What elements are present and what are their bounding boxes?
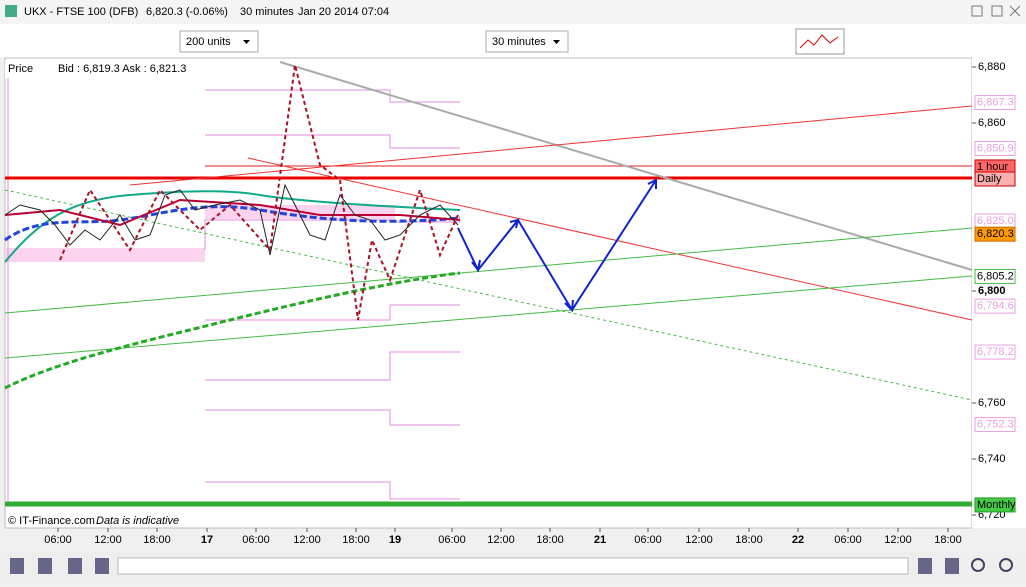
time-tick-label: 06:00 (438, 534, 466, 546)
price-tag (974, 298, 1016, 314)
toolbar-icons[interactable] (10, 558, 1013, 574)
price-tag (974, 226, 1016, 242)
title-interval: 30 minutes (240, 6, 294, 18)
time-tick-label: 06:00 (634, 534, 662, 546)
price-tag-label: 6,805.2 (977, 270, 1014, 282)
price-tick-label: 6,740 (978, 453, 1006, 465)
window-buttons[interactable] (971, 5, 1021, 17)
price-tick-label: 6,860 (978, 117, 1006, 129)
indicator-button[interactable] (795, 28, 845, 55)
time-tick-label: 06:00 (834, 534, 862, 546)
price-tag (974, 140, 1016, 156)
time-tick-label: 12:00 (94, 534, 122, 546)
chart-drawings (4, 61, 973, 507)
timeframe-text: 30 minutes (492, 36, 546, 48)
time-tick-label: 19 (389, 534, 401, 546)
price-tag (974, 268, 1016, 284)
price-tag (974, 497, 1016, 513)
time-tick-label: 12:00 (293, 534, 321, 546)
price-axis (972, 58, 1026, 528)
copyright: © IT-Finance.com (8, 515, 95, 527)
price-tag (974, 171, 1016, 187)
price-tag (974, 417, 1016, 433)
price-tag (974, 95, 1016, 111)
disclaimer: Data is indicative (96, 515, 179, 527)
time-tick-label: 06:00 (242, 534, 270, 546)
time-tick-label: 22 (792, 534, 804, 546)
price-tag-label: 6,850.9 (977, 142, 1014, 154)
price-tag-label: 6,794.6 (977, 300, 1014, 312)
info-bar (5, 60, 187, 78)
timeframe-dropdown[interactable] (485, 30, 569, 53)
title-bar (0, 0, 1026, 24)
units-dropdown[interactable] (179, 30, 259, 53)
time-tick-label: 17 (201, 534, 213, 546)
price-tag-label: 6,820.3 (977, 228, 1014, 240)
price-tick-label: 6,760 (978, 397, 1006, 409)
app-icon (5, 5, 17, 17)
time-tick-label: 21 (594, 534, 606, 546)
chart-area (4, 57, 973, 529)
price-tag-label: 6,825.0 (977, 215, 1014, 227)
time-tick-label: 18:00 (934, 534, 962, 546)
scrollbar[interactable] (117, 557, 909, 575)
price-tick-label: 6,800 (978, 285, 1006, 297)
time-tick-label: 18:00 (735, 534, 763, 546)
price-tag-label: 6,867.3 (977, 96, 1014, 108)
price-tag-label: 1 hour (977, 161, 1009, 173)
time-tick-label: 18:00 (143, 534, 171, 546)
indicator-icon (799, 34, 839, 49)
dropdown-arrow (553, 40, 560, 44)
dropdown-arrow (243, 40, 250, 44)
time-tick-label: 06:00 (44, 534, 72, 546)
price-tag-label: 6,778.2 (977, 346, 1014, 358)
price-tag-label: Monthly (977, 499, 1016, 511)
time-tick-label: 12:00 (685, 534, 713, 546)
time-tick-label: 12:00 (884, 534, 912, 546)
price-tag (974, 344, 1016, 360)
time-tick-label: 12:00 (487, 534, 515, 546)
units-text: 200 units (186, 36, 231, 48)
title-time: Jan 20 2014 07:04 (298, 6, 389, 18)
quote: Bid : 6,819.3 Ask : 6,821.3 (58, 63, 186, 75)
time-tick-label: 18:00 (342, 534, 370, 546)
price-tag-label: Daily (977, 173, 1002, 185)
price-tick-label: 6,880 (978, 61, 1006, 73)
price-label[interactable]: Price (8, 63, 33, 75)
title-price: 6,820.3 (-0.06%) (146, 6, 228, 18)
time-tick-label: 18:00 (536, 534, 564, 546)
price-tag-label: 6,752.3 (977, 418, 1014, 430)
title: UKX - FTSE 100 (DFB) (24, 6, 138, 18)
